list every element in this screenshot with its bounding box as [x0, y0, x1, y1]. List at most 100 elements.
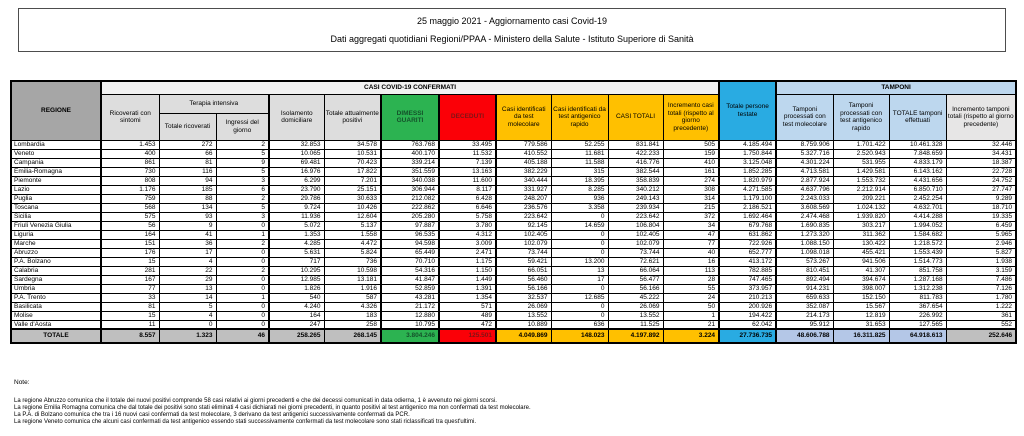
cell-casi-totali: 223.642: [607, 211, 664, 222]
cell-ingressi-del-giorno: 1: [215, 229, 270, 240]
cell-casi-test-molecolare: 410.552: [495, 148, 552, 159]
cell-isolamento-domiciliare: 11.936: [268, 211, 325, 222]
cell-incremento-casi-totali: 55: [662, 283, 720, 294]
cell-ricoverati-con-sintomi: 759: [100, 193, 160, 204]
cell-incremento-casi-totali: 50: [662, 301, 720, 312]
cell-casi-test-antigenico: 17: [550, 274, 609, 285]
cell-totale-persone-testate: 1.750.844: [718, 148, 777, 159]
cell-ingressi-del-giorno: 5: [215, 148, 270, 159]
cell-ingressi-del-giorno: 0: [215, 256, 270, 267]
cell-totale-ricoverati: 29: [158, 274, 217, 285]
region-name: Piemonte: [10, 175, 102, 186]
total-cell-totale-persone-testate: 27.736.735: [718, 328, 777, 344]
column-header-regione: REGIONE: [10, 80, 102, 141]
table-row: Liguria 164 41 1 1.353 1.558 96.535 4.312 102.40…: [10, 229, 1017, 240]
cell-totale-ricoverati: 9: [158, 220, 217, 231]
column-header-incremento-casi-totali: Incremento casi totali (rispetto al gior…: [662, 93, 720, 141]
cell-isolamento-domiciliare: 9.724: [268, 202, 325, 213]
region-name: P.A. Bolzano: [10, 256, 102, 267]
cell-tamponi-molecolare: 214.173: [775, 310, 834, 321]
cell-casi-totali: 422.233: [607, 148, 664, 159]
cell-totale-persone-testate: 200.926: [718, 301, 777, 312]
cell-ricoverati-con-sintomi: 730: [100, 166, 160, 177]
total-cell-totale-ricoverati: 1.323: [158, 328, 217, 344]
cell-deceduti: 6.428: [438, 193, 497, 204]
region-name: Sicilia: [10, 211, 102, 222]
cell-casi-test-molecolare: 102.079: [495, 238, 552, 249]
cell-tamponi-antigenico: 2.212.914: [832, 184, 890, 195]
cell-totale-tamponi: 1.514.773: [888, 256, 947, 267]
cell-incremento-tamponi: 1.222: [945, 301, 1017, 312]
cell-tamponi-molecolare: 1.088.150: [775, 238, 834, 249]
cell-totale-persone-testate: 722.926: [718, 238, 777, 249]
cell-totale-persone-testate: 652.777: [718, 247, 777, 258]
cell-totale-persone-testate: 1.820.979: [718, 175, 777, 186]
cell-incremento-casi-totali: 28: [662, 274, 720, 285]
cell-tamponi-antigenico: 1.553.732: [832, 175, 890, 186]
cell-deceduti: 1.354: [438, 292, 497, 303]
cell-tamponi-antigenico: 1.024.132: [832, 202, 890, 213]
cell-ingressi-del-giorno: 0: [215, 301, 270, 312]
cell-ricoverati-con-sintomi: 164: [100, 229, 160, 240]
cell-totale-tamponi: 10.461.328: [888, 139, 947, 150]
cell-totale-tamponi: 1.218.572: [888, 238, 947, 249]
cell-incremento-tamponi: 9.289: [945, 193, 1017, 204]
cell-tamponi-molecolare: 4.301.224: [775, 157, 834, 168]
cell-casi-test-antigenico: 636: [550, 319, 609, 330]
cell-totale-ricoverati: 185: [158, 184, 217, 195]
cell-incremento-tamponi: 1.780: [945, 292, 1017, 303]
cell-ricoverati-con-sintomi: 568: [100, 202, 160, 213]
cell-casi-totali: 56.166: [607, 283, 664, 294]
column-header-dimessi-guariti: DIMESSI GUARITI: [380, 93, 440, 141]
cell-casi-totali: 26.069: [607, 301, 664, 312]
cell-casi-totali: 73.744: [607, 247, 664, 258]
cell-totale-tamponi: 811.783: [888, 292, 947, 303]
cell-casi-test-antigenico: 0: [550, 310, 609, 321]
cell-casi-test-antigenico: 11.681: [550, 148, 609, 159]
table-row: Puglia 759 88 2 29.786 30.633 212.082 6.428 248.…: [10, 193, 1017, 204]
cell-casi-test-antigenico: 0: [550, 247, 609, 258]
cell-totale-tamponi: 4.632.701: [888, 202, 947, 213]
cell-deceduti: 11.600: [438, 175, 497, 186]
cell-totale-attualmente-positivi: 25.151: [323, 184, 382, 195]
cell-incremento-casi-totali: 40: [662, 247, 720, 258]
cell-casi-test-antigenico: 0: [550, 229, 609, 240]
table-row: Lombardia 1.453 272 2 32.853 34.578 763.768 33.…: [10, 139, 1017, 150]
cell-totale-attualmente-positivi: 5.824: [323, 247, 382, 258]
cell-totale-persone-testate: 4.185.494: [718, 139, 777, 150]
cell-totale-ricoverati: 93: [158, 211, 217, 222]
cell-tamponi-antigenico: 311.362: [832, 229, 890, 240]
cell-isolamento-domiciliare: 10.295: [268, 265, 325, 276]
cell-isolamento-domiciliare: 5.072: [268, 220, 325, 231]
cell-tamponi-antigenico: 2.520.943: [832, 148, 890, 159]
region-name: Liguria: [10, 229, 102, 240]
cell-tamponi-molecolare: 4.713.581: [775, 166, 834, 177]
cell-casi-totali: 358.839: [607, 175, 664, 186]
cell-tamponi-antigenico: 130.422: [832, 238, 890, 249]
cell-ricoverati-con-sintomi: 861: [100, 157, 160, 168]
total-label: TOTALE: [10, 328, 102, 344]
cell-ricoverati-con-sintomi: 575: [100, 211, 160, 222]
cell-casi-test-antigenico: 0: [550, 301, 609, 312]
total-cell-totale-tamponi: 64.918.613: [888, 328, 947, 344]
cell-tamponi-molecolare: 8.759.906: [775, 139, 834, 150]
cell-tamponi-antigenico: 1.701.422: [832, 139, 890, 150]
cell-dimessi-guariti: 306.944: [380, 184, 440, 195]
cell-casi-test-antigenico: 0: [550, 283, 609, 294]
cell-totale-persone-testate: 210.213: [718, 292, 777, 303]
cell-incremento-casi-totali: 77: [662, 238, 720, 249]
cell-casi-test-molecolare: 10.889: [495, 319, 552, 330]
cell-totale-persone-testate: 1.692.464: [718, 211, 777, 222]
cell-casi-totali: 66.064: [607, 265, 664, 276]
cell-dimessi-guariti: 763.768: [380, 139, 440, 150]
cell-totale-persone-testate: 1.852.285: [718, 166, 777, 177]
cell-isolamento-domiciliare: 1.826: [268, 283, 325, 294]
cell-casi-totali: 831.841: [607, 139, 664, 150]
cell-casi-test-molecolare: 59.421: [495, 256, 552, 267]
cell-tamponi-molecolare: 892.494: [775, 274, 834, 285]
cell-incremento-tamponi: 361: [945, 310, 1017, 321]
cell-tamponi-molecolare: 1.273.320: [775, 229, 834, 240]
cell-dimessi-guariti: 70.710: [380, 256, 440, 267]
cell-incremento-tamponi: 24.752: [945, 175, 1017, 186]
cell-casi-test-molecolare: 236.576: [495, 202, 552, 213]
